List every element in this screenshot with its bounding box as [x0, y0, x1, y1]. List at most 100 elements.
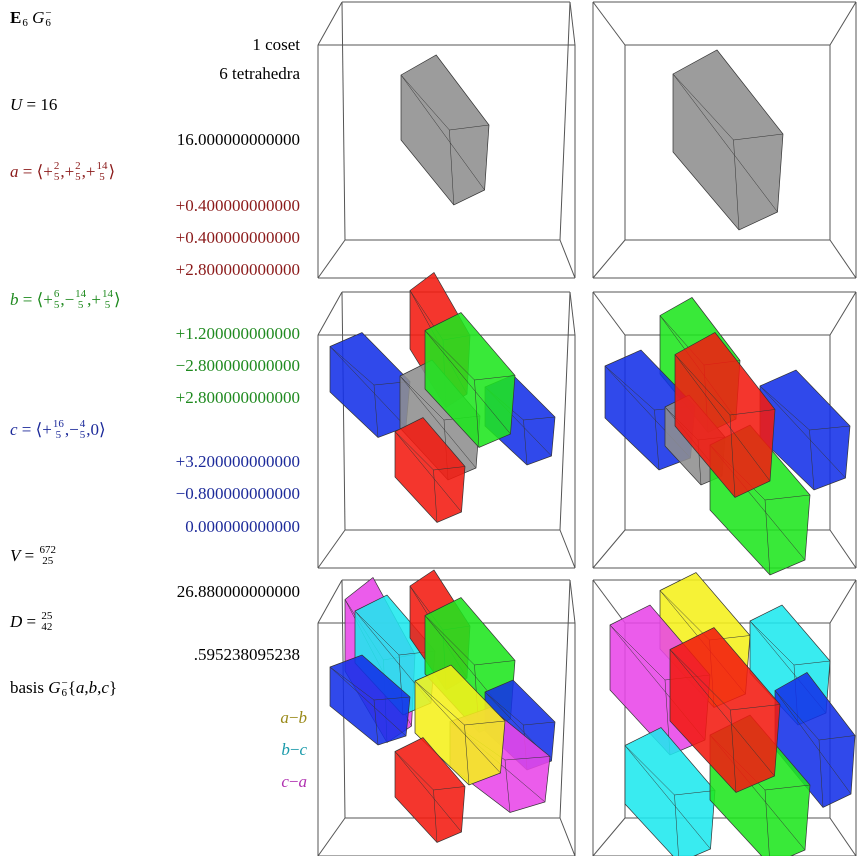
- frame-edge: [593, 2, 625, 45]
- text-line: +3.200000000000: [176, 447, 300, 477]
- text-run: 0.000000000000: [185, 517, 300, 537]
- text-run: a: [10, 162, 19, 182]
- text-run: 16.000000000000: [177, 130, 300, 150]
- frame-edge: [570, 292, 575, 335]
- text-run: = ⟨+: [19, 290, 53, 310]
- text-run: −: [289, 772, 299, 792]
- text-line: a−b: [280, 703, 307, 733]
- denominator: 5: [105, 300, 111, 311]
- frame-edge: [830, 580, 856, 623]
- text-run: .595238095238: [194, 645, 300, 665]
- text-run: G: [32, 8, 44, 28]
- denominator: 5: [78, 300, 84, 311]
- frame-edge: [830, 2, 856, 45]
- fraction: 165: [53, 419, 64, 441]
- frame-edge: [318, 580, 342, 623]
- frame-edge: [560, 240, 575, 278]
- text-run: = 16: [22, 95, 57, 115]
- text-line: basis G−6{a,b,c}: [10, 673, 117, 703]
- text-line: +2.800000000000: [176, 383, 300, 413]
- denominator: 5: [75, 172, 81, 183]
- frame-edge: [318, 240, 345, 278]
- frame-edge: [318, 292, 342, 335]
- text-run: +0.400000000000: [176, 228, 300, 248]
- text-run: a: [76, 678, 85, 698]
- text-run: b: [89, 678, 98, 698]
- denominator: 5: [54, 172, 60, 183]
- text-line: 0.000000000000: [185, 512, 300, 542]
- denominator: 5: [54, 300, 60, 311]
- frame-edge: [560, 580, 570, 818]
- text-line: c = ⟨+165,−45,0⟩: [10, 415, 106, 445]
- text-run: = ⟨+: [19, 162, 53, 182]
- text-run: b: [281, 740, 290, 760]
- text-run: a: [299, 772, 308, 792]
- text-run: ,0⟩: [86, 420, 105, 440]
- text-line: 26.880000000000: [177, 577, 300, 607]
- polyhedron: [673, 50, 783, 230]
- text-run: −0.800000000000: [176, 484, 300, 504]
- frame-edge: [593, 580, 625, 623]
- text-run: ,+: [87, 290, 101, 310]
- text-run: =: [22, 612, 40, 632]
- frame-edge: [318, 530, 345, 568]
- text-run: D: [10, 612, 22, 632]
- text-line: +0.400000000000: [176, 223, 300, 253]
- text-run: ,+: [60, 162, 74, 182]
- sub-sup: −6: [45, 8, 51, 28]
- polyhedron: [330, 333, 410, 438]
- frame-edge: [560, 818, 575, 856]
- text-run: b: [299, 708, 308, 728]
- frame-edge: [560, 292, 570, 530]
- text-run: +2.800000000000: [176, 388, 300, 408]
- text-line: 6 tetrahedra: [219, 59, 300, 89]
- frame-edge: [560, 2, 570, 240]
- fraction: 45: [80, 419, 86, 441]
- text-line: b−c: [281, 735, 307, 765]
- denominator: 5: [80, 430, 86, 441]
- frame-edge: [830, 818, 856, 856]
- text-run: +3.200000000000: [176, 452, 300, 472]
- frame-edge: [830, 530, 856, 568]
- frame-edge: [342, 2, 345, 240]
- panels: [0, 0, 858, 856]
- text-run: c: [101, 678, 109, 698]
- frame-edge: [593, 530, 625, 568]
- fraction: 67225: [39, 545, 56, 567]
- text-line: −0.800000000000: [176, 479, 300, 509]
- frame-edge: [593, 292, 625, 335]
- frame-edge: [830, 240, 856, 278]
- denominator: 25: [42, 556, 53, 567]
- text-run: ,−: [60, 290, 74, 310]
- page: E 6 G−61 coset6 tetrahedraU = 1616.00000…: [0, 0, 858, 856]
- frame-edge: [593, 818, 625, 856]
- frame-edge: [570, 2, 575, 45]
- subscript: 6: [45, 18, 51, 28]
- text-line: +0.400000000000: [176, 191, 300, 221]
- text-line: c−a: [281, 767, 307, 797]
- text-run: −: [289, 708, 299, 728]
- frame-edge: [318, 818, 345, 856]
- text-line: +1.200000000000: [176, 319, 300, 349]
- frame-edge: [830, 292, 856, 335]
- text-run: G: [48, 678, 60, 698]
- polyhedron: [401, 55, 489, 205]
- fraction: 25: [75, 161, 81, 183]
- text-line: b = ⟨+65,−145,+145⟩: [10, 285, 121, 315]
- text-run: −: [290, 740, 300, 760]
- frame-edge: [560, 530, 575, 568]
- text-run: b: [10, 290, 19, 310]
- text-run: +0.400000000000: [176, 196, 300, 216]
- text-run: 6 tetrahedra: [219, 64, 300, 84]
- text-run: a: [280, 708, 289, 728]
- denominator: 5: [99, 172, 105, 183]
- fraction: 65: [54, 289, 60, 311]
- text-run: U: [10, 95, 22, 115]
- text-line: U = 16: [10, 90, 57, 120]
- text-run: =: [20, 546, 38, 566]
- text-run: basis: [10, 678, 48, 698]
- text-run: ⟩: [109, 162, 116, 182]
